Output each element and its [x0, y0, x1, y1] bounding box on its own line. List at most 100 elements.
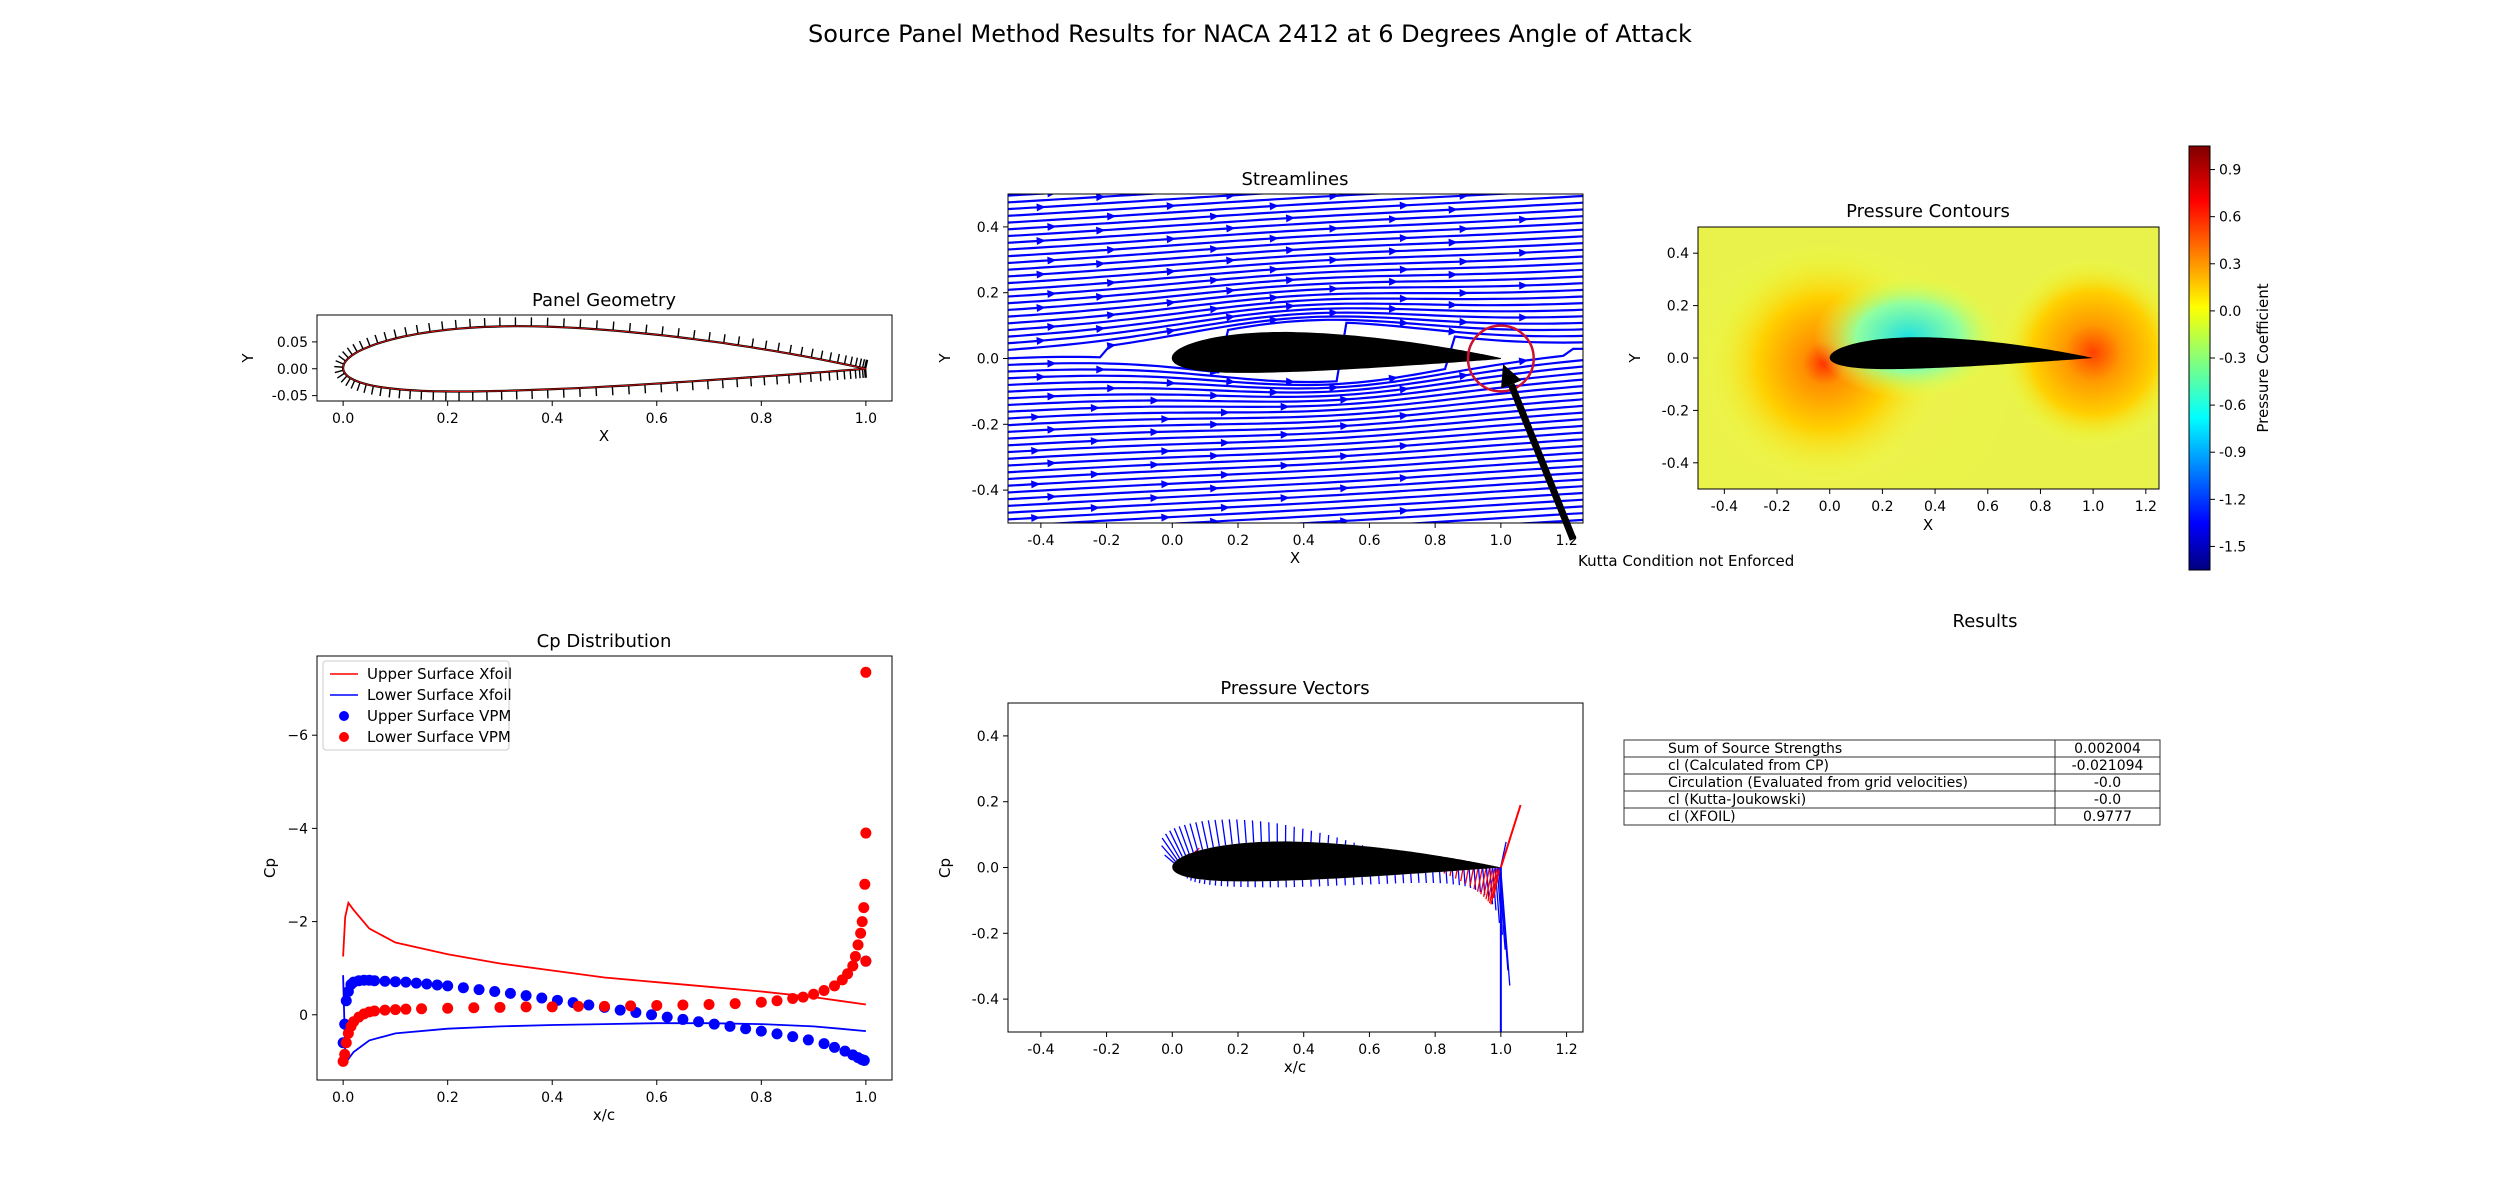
cb-tick-label-5: -0.6: [2219, 398, 2246, 414]
streamline-arrow: [1031, 648, 1040, 657]
streamline-arrow: [1090, 404, 1100, 413]
pressure-vectors-plot-area: [1161, 804, 1522, 1032]
streamline-arrow: [1167, 135, 1176, 144]
streamline-arrow: [809, 567, 818, 576]
st-xtick-label-2: 0.0: [1161, 533, 1183, 549]
streamline-arrow: [1096, 194, 1106, 202]
kutta-arrow-shaft: [1507, 383, 1577, 541]
pv-xtick-label-3: 0.2: [1227, 1042, 1249, 1058]
pv-xtick-label-6: 0.8: [1424, 1042, 1446, 1058]
streamline-arrow: [1107, 111, 1116, 120]
pressure-vector: [1445, 871, 1448, 884]
streamline-arrow: [1036, 136, 1045, 145]
streamline: [1008, 275, 1583, 312]
streamline-arrow: [1150, 494, 1160, 503]
streamline: [1008, 307, 1583, 345]
cp-series-3-point: [369, 1005, 380, 1017]
streamline-arrow: [1329, 58, 1338, 67]
cp-distribution-plot-area: [337, 666, 872, 1067]
pressure-vector: [1236, 819, 1240, 844]
panel-normal: [736, 378, 739, 388]
streamline-arrow: [1399, 474, 1409, 483]
pressure-vector: [1386, 875, 1389, 884]
panel-normal: [383, 331, 388, 342]
cp-series-2-point: [421, 978, 433, 990]
cp-series-2-point: [802, 1034, 814, 1046]
streamline-arrow: [868, 692, 877, 701]
streamline-arrow: [1210, 420, 1220, 429]
streamline: [992, 573, 1593, 608]
streamline: [1008, 194, 1165, 204]
cp-ytick-label-1: −4: [287, 821, 308, 837]
cp-series-3-point: [468, 1002, 480, 1014]
streamline-arrow: [1285, 377, 1296, 386]
panel-geometry-subplot: Panel Geometry 0.0 0.2 0.4 0.6 0.8 1.00.050.0…: [239, 290, 893, 445]
streamline-arrow: [1221, 570, 1230, 578]
streamline-arrow: [1161, 513, 1171, 522]
streamline-arrow: [1220, 503, 1230, 512]
panel-normal: [428, 322, 431, 333]
streamline-arrow: [1280, 494, 1290, 503]
streamline-arrow: [1161, 614, 1170, 623]
streamline-arrow: [1459, 317, 1469, 326]
streamline-arrow: [1285, 276, 1296, 285]
streamline-arrow: [1047, 121, 1056, 130]
streamline-arrow: [1090, 504, 1100, 513]
cb-tick-label-7: -1.2: [2219, 492, 2246, 508]
cp-series-2-point: [677, 1013, 689, 1025]
streamline-arrow: [1329, 159, 1338, 167]
streamline-arrow: [988, 503, 997, 512]
streamline-arrow: [1399, 411, 1409, 420]
streamline-arrow: [1459, 91, 1468, 100]
streamline-arrow: [868, 456, 877, 465]
streamline: [1008, 315, 1583, 360]
streamline: [1008, 194, 1390, 217]
streamline-arrow: [1167, 67, 1176, 76]
cp-series-3-point: [847, 960, 859, 972]
pressure-vector: [1488, 866, 1498, 904]
panel-geometry-ylabel: Y: [239, 353, 257, 364]
streamline: [1008, 464, 1583, 501]
streamline: [1008, 347, 1583, 390]
cp-series-1-line: [342, 975, 866, 1061]
panel-normal: [843, 370, 846, 380]
pc-ytick-label-3: -0.2: [1662, 403, 1689, 419]
cp-series-3-point: [771, 995, 783, 1007]
panel-normal: [863, 368, 866, 378]
streamline-arrow: [1448, 300, 1458, 309]
streamline-arrow: [1209, 276, 1220, 285]
streamline: [1008, 262, 1583, 298]
streamline-arrow: [1448, 327, 1458, 336]
panel-normal: [708, 332, 711, 342]
cp-series-3-point: [442, 1002, 454, 1014]
streamline-arrow: [1389, 182, 1398, 190]
streamline-arrow: [809, 601, 818, 610]
pg-xtick-label-1: 0.2: [437, 411, 459, 427]
cp-series-2-point: [410, 977, 422, 989]
streamline-arrow: [1210, 551, 1219, 559]
streamline-arrow: [1091, 638, 1100, 647]
cp-xtick-label-1: 0.2: [437, 1090, 459, 1106]
streamline-arrow: [1031, 480, 1041, 489]
cp-series-2-point: [724, 1020, 736, 1032]
cp-series-2-point: [489, 985, 501, 997]
streamline: [1008, 255, 1583, 291]
streamline-arrow: [1221, 604, 1230, 613]
streamline-arrow: [1399, 506, 1409, 515]
streamline-arrow: [1047, 289, 1057, 298]
pressure-vector: [1243, 819, 1247, 843]
legend-upper-vpm: Upper Surface VPM: [367, 707, 511, 725]
streamline-arrow: [1166, 267, 1176, 276]
streamline-arrow: [1269, 234, 1279, 243]
streamline-arrow: [1090, 470, 1100, 479]
streamline: [1008, 398, 1583, 433]
streamline-arrow: [928, 681, 937, 690]
streamline-arrow: [1329, 194, 1339, 201]
cp-series-3-point: [416, 1003, 428, 1015]
cp-series-3-point: [818, 985, 830, 997]
panel-normal: [854, 369, 857, 379]
results-row-value: -0.0: [2094, 792, 2121, 808]
pressure-vector: [1499, 867, 1511, 986]
results-title: Results: [1953, 611, 2018, 632]
